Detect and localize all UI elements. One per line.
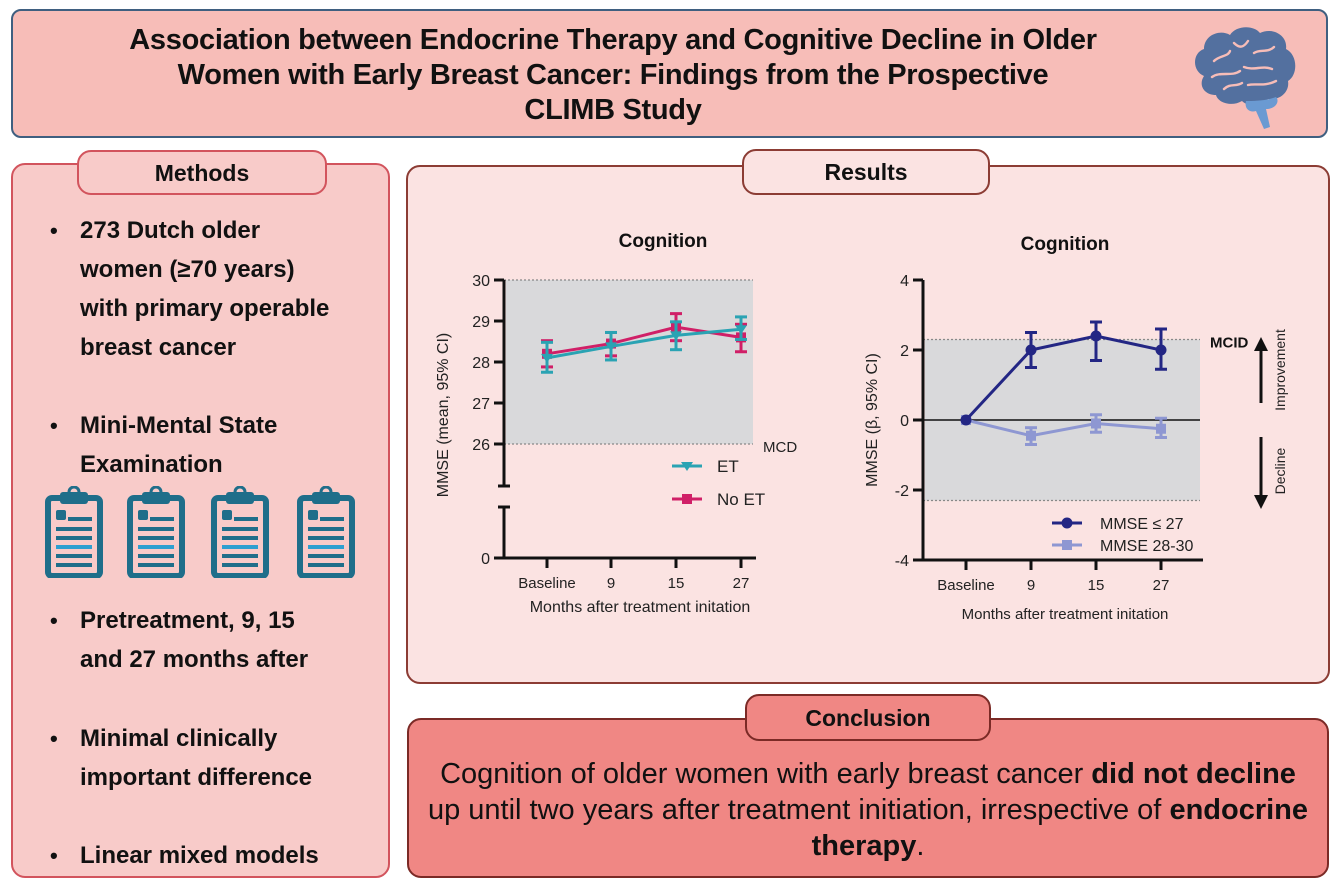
conclusion-segment: up until two years after treatment initi… [427,794,1170,826]
chart-title: Cognition [1021,234,1110,255]
x-tick-label: 27 [733,575,750,592]
method-line: breast cancer [80,334,237,361]
data-point [1026,430,1036,441]
series-line [546,327,742,360]
bullet: • [50,726,58,751]
y-tick-label: 30 [472,273,490,290]
y-tick-label: 27 [472,396,490,413]
clipboard-icon [297,486,355,578]
brain-icon [1195,27,1296,129]
clipboard-icons [40,486,370,578]
method-line: Examination [80,451,223,478]
method-item: • Linear mixed models [50,836,380,875]
x-tick-label: 27 [1153,577,1170,594]
x-tick-label: Baseline [518,575,576,592]
arrow-up-icon [1254,337,1268,351]
y-tick-label: 0 [481,551,490,568]
data-point [1155,344,1167,356]
x-tick-label: Baseline [937,577,995,594]
title-line: Women with Early Breast Cancer: Findings… [177,59,1049,91]
method-line: important difference [80,764,313,791]
y-tick-label: 29 [472,314,490,331]
conclusion-emphasis: did not decline [1091,758,1296,790]
data-point [670,331,682,341]
clipboard-icon [127,486,185,578]
x-tick-label: 15 [1088,577,1105,594]
conclusion-emphasis: endocrine therapy [811,794,1309,862]
method-line: 273 Dutch older [80,217,261,244]
data-point [1091,418,1101,429]
method-line: Minimal clinically [80,725,278,752]
data-point [735,325,747,335]
conclusion-text: Cognition of older women with early brea… [420,756,1316,864]
mmse-beta-chart: Cognition MCID -4 -2 0 2 4 Baseline 9 15 27 Months … [864,234,1288,623]
legend-label: ET [717,457,739,476]
y-axis-label: MMSE (mean, 95% CI) [435,333,452,497]
x-axis-label: Months after treatment initation [962,606,1169,623]
y-tick-label: 4 [900,273,909,290]
legend-marker [682,494,692,504]
poster-title: Association between Endocrine Therapy an… [53,23,1173,128]
bullet: • [50,413,58,438]
shaded-band [506,280,753,444]
method-item: • Mini-Mental State Examination [50,406,380,484]
mmse-mean-chart: Cognition MCD 0 26 27 28 29 30 Baseline 9 15 27 Mont… [435,231,797,616]
data-point [960,414,972,426]
legend-label: No ET [717,490,765,509]
data-point [1025,344,1037,356]
series-line [965,418,1162,438]
x-tick-label: 9 [1027,577,1035,594]
method-item: • Minimal clinically important differenc… [50,719,380,797]
results-header: Results [742,149,990,195]
legend-marker [1062,540,1072,550]
conclusion-segment: Cognition of older women with early brea… [440,758,1092,790]
clipboard-icon [45,486,103,578]
method-line: Linear mixed models [80,842,319,869]
title-banner: Association between Endocrine Therapy an… [11,9,1328,138]
conclusion-segment: . [916,830,925,862]
reference-label: MCID [1210,335,1248,352]
y-tick-label: 2 [900,343,909,360]
methods-header: Methods [77,150,327,195]
method-line: with primary operable [80,295,330,322]
decline-label: Decline [1272,447,1288,494]
clipboard-icon [211,486,269,578]
arrow-down-icon [1254,495,1268,509]
method-line: women (≥70 years) [80,256,295,283]
data-point [605,342,617,352]
y-tick-label: 28 [472,355,490,372]
method-line: Mini-Mental State [80,412,278,439]
title-line: Association between Endocrine Therapy an… [129,24,1097,56]
title-line: CLIMB Study [524,94,702,126]
improvement-label: Improvement [1272,329,1288,411]
data-point [1156,423,1166,434]
chart-title: Cognition [619,231,708,252]
bullet: • [50,218,58,243]
x-tick-label: 15 [668,575,685,592]
method-line: and 27 months after [80,646,309,673]
x-axis-label: Months after treatment initation [530,599,751,616]
bullet: • [50,608,58,633]
conclusion-header: Conclusion [745,694,991,741]
legend-marker [1061,517,1073,529]
legend-label: MMSE ≤ 27 [1100,516,1184,533]
method-line: Pretreatment, 9, 15 [80,607,295,634]
method-item: • Pretreatment, 9, 15 and 27 months afte… [50,601,380,679]
data-point [541,353,553,363]
y-axis-label: MMSE (β, 95% CI) [864,353,881,487]
y-tick-label: 26 [472,437,490,454]
y-tick-label: -2 [895,483,909,500]
series-line [964,334,1162,422]
bullet: • [50,843,58,868]
y-tick-label: -4 [895,553,909,570]
legend-label: MMSE 28-30 [1100,538,1193,555]
data-point [1090,330,1102,342]
legend-marker [681,462,693,471]
y-tick-label: 0 [900,413,909,430]
method-item: • 273 Dutch older women (≥70 years) with… [50,211,380,367]
reference-label: MCD [763,439,797,456]
x-tick-label: 9 [607,575,615,592]
